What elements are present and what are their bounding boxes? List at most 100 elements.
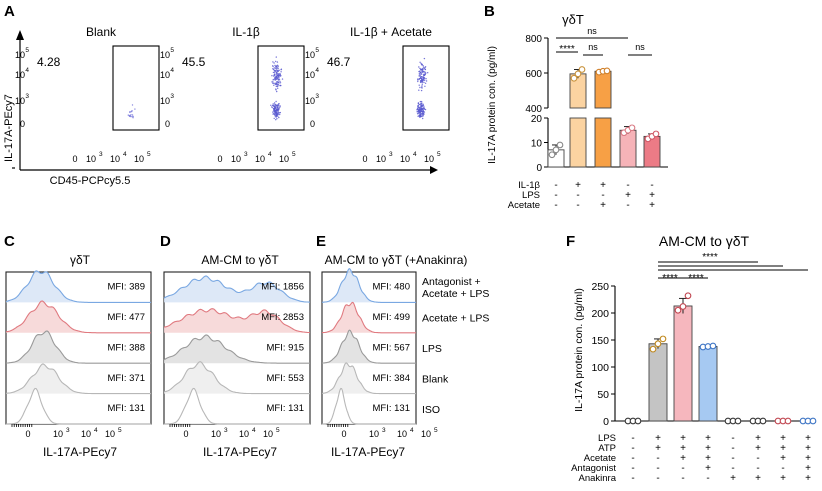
panel-b-data-point: [578, 66, 586, 73]
panel-f-condition-sign: +: [680, 443, 686, 454]
hist-x-tick: 10: [239, 429, 249, 439]
hist-x-tick-exp: 5: [118, 427, 122, 434]
flow-event-dot: [275, 60, 277, 63]
flow-x-tick-exp: 4: [123, 151, 127, 158]
panel-f-tick-label: 100: [591, 362, 609, 374]
panel-b-condition-sign: -: [554, 190, 557, 201]
panel-f-condition-sign: +: [680, 433, 686, 444]
flow-dots: [416, 57, 429, 120]
flow-event-dot: [419, 109, 421, 111]
row-label: Blank: [422, 373, 449, 385]
flow-event-dot: [423, 57, 426, 60]
flow-plot-title: Blank: [86, 25, 117, 39]
flow-event-dot: [276, 114, 278, 117]
flow-event-dot: [422, 117, 424, 120]
mfi-label: MFI: 384: [373, 373, 411, 384]
histogram-fill: [6, 364, 151, 394]
flow-event-dot: [273, 113, 276, 115]
flow-event-dot: [419, 113, 421, 116]
row-label: Acetate + LPS: [422, 313, 489, 325]
flow-event-dot: [273, 117, 275, 120]
panel-f-bar: [673, 305, 693, 422]
hist-x-tick: 10: [211, 429, 221, 439]
panel-b-sig-label: ns: [587, 26, 597, 36]
mfi-label: MFI: 915: [267, 342, 305, 353]
panel-b-sig-label: ****: [559, 44, 575, 55]
panel-f-condition-sign: -: [781, 463, 784, 474]
panel-f-data-point: [734, 417, 742, 425]
panel-letter-c: C: [4, 233, 15, 250]
panel-f-condition-sign: +: [805, 443, 811, 454]
flow-event-dot: [421, 107, 423, 110]
flow-event-dot: [422, 112, 425, 115]
flow-event-dot: [277, 81, 279, 84]
flow-event-dot: [271, 81, 273, 83]
panel-b-condition-sign: +: [600, 180, 606, 191]
flow-event-dot: [275, 56, 277, 58]
panel-f-condition-sign: +: [780, 433, 786, 444]
hist-x-tick-exp: 4: [410, 427, 414, 434]
flow-event-dot: [279, 105, 281, 107]
panel-f-condition-sign: +: [705, 443, 711, 454]
panel-f-condition-sign: -: [681, 463, 684, 474]
panel-b-condition-sign: +: [600, 200, 606, 211]
flow-event-dot: [279, 82, 282, 84]
hist-x-tick: 10: [105, 429, 115, 439]
flow-x-tick: 0: [217, 154, 222, 164]
mfi-label: MFI: 131: [108, 403, 146, 414]
panel-b-data-point: [556, 141, 564, 149]
flow-event-dot: [274, 70, 276, 72]
panel-f-condition-sign: -: [631, 453, 634, 464]
hist-x-tick-exp: 4: [94, 427, 98, 434]
flow-event-dot: [132, 117, 134, 119]
histogram-fill: [164, 276, 310, 303]
flow-event-dot: [422, 70, 424, 73]
histogram-outline: [163, 361, 310, 395]
flow-event-dot: [273, 67, 275, 69]
flow-event-dot: [422, 114, 424, 117]
panel-d-xlabel: IL-17A-PEcy7: [203, 445, 277, 459]
flow-event-dot: [279, 106, 281, 109]
flow-event-dot: [422, 79, 425, 82]
panel-f-bar: [698, 346, 718, 422]
flow-event-dot: [272, 111, 274, 113]
flow-event-dot: [276, 64, 279, 67]
histogram-fill: [164, 388, 310, 424]
flow-event-dot: [427, 72, 429, 74]
flow-event-dot: [272, 75, 275, 77]
flow-event-dot: [276, 104, 279, 107]
flow-event-dot: [277, 87, 279, 90]
flow-event-dot: [131, 104, 134, 106]
flow-event-dot: [423, 74, 426, 76]
flow-event-dot: [280, 71, 282, 73]
flow-event-dot: [276, 73, 278, 75]
flow-event-dot: [273, 78, 275, 81]
flow-event-dot: [276, 106, 278, 108]
panel-f-condition-label: ATP: [598, 443, 616, 454]
panel-f-title: AM-CM to γδT: [659, 233, 750, 249]
panel-f-data-point: [659, 335, 667, 343]
flow-y-tick: 10: [305, 50, 315, 60]
panel-b-condition-sign: -: [626, 200, 629, 211]
panel-f-chart: AM-CM to γδT IL-17A protein con. (pg/ml)…: [571, 233, 817, 484]
flow-event-dot: [130, 114, 132, 116]
panel-f-data-point: [674, 306, 682, 314]
flow-event-dot: [273, 102, 276, 104]
histogram-outline: [6, 330, 151, 364]
flow-event-dot: [417, 102, 419, 104]
row-label: ISO: [422, 404, 440, 416]
panel-b-condition-sign: +: [575, 180, 581, 191]
histogram-outline: [5, 270, 151, 303]
flow-event-dot: [422, 65, 424, 67]
panel-f-condition-sign: -: [756, 453, 759, 464]
panel-f-condition-label: Acetate: [584, 453, 616, 464]
flow-event-dot: [278, 74, 280, 77]
flow-x-tick: 10: [86, 154, 96, 164]
flow-event-dot: [277, 108, 279, 111]
panel-a-xlabel: CD45-PCPcy5.5: [50, 175, 131, 187]
flow-event-dot: [279, 75, 281, 77]
histogram-fill: [6, 388, 151, 424]
flow-event-dot: [274, 103, 276, 106]
hist-x-tick: 0: [341, 429, 346, 439]
panel-a-arrowhead-up-icon: [16, 30, 24, 40]
